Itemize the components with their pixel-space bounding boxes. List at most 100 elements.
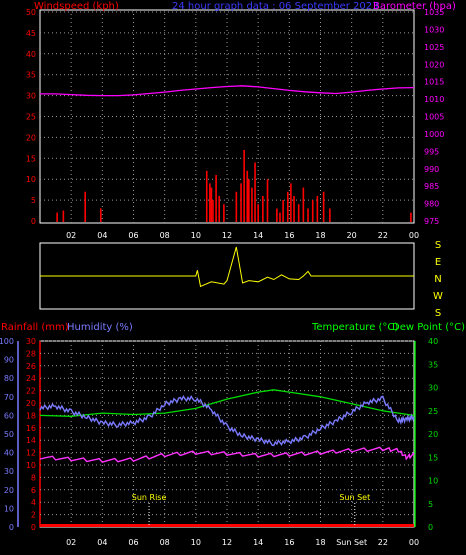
rainfall-tick-label: 30	[26, 337, 36, 346]
windspeed-axis-label: Windspeed (kph)	[34, 1, 119, 12]
windspeed-bar	[276, 208, 278, 222]
windspeed-ticks: 0 5 10 15 20 25 30 35 40 45 50	[26, 8, 36, 226]
rainfall-tick-label: 2	[31, 511, 36, 520]
windspeed-tick-label: 45	[26, 29, 36, 38]
humidity-tick-label: 30	[4, 467, 14, 476]
windspeed-bar	[266, 179, 269, 222]
dewpoint-line	[39, 446, 415, 464]
windspeed-bar	[215, 175, 217, 222]
barometer-tick-label: 975	[424, 217, 439, 226]
sun-marker-label: Sun Rise	[132, 493, 167, 502]
rainfall-tick-label: 0	[31, 523, 36, 532]
windspeed-bar	[316, 195, 319, 222]
compass-label: N	[434, 274, 441, 285]
windspeed-bar	[235, 191, 238, 222]
humidity-tick-label: 10	[4, 504, 14, 513]
windspeed-bar	[307, 208, 309, 222]
windspeed-bar	[257, 204, 259, 222]
windspeed-bar	[311, 200, 314, 222]
top-grid	[40, 10, 414, 223]
rainfall-tick-label: 12	[26, 449, 36, 458]
rainfall-tick-label: 6	[31, 486, 36, 495]
top-x-tick-label: 10	[191, 231, 201, 240]
humidity-tick-label: 70	[4, 393, 14, 402]
windspeed-bar	[56, 212, 58, 222]
windspeed-bar	[279, 212, 281, 222]
top-x-tick-label: 22	[378, 231, 388, 240]
bottom-x-tick-label: 08	[160, 538, 170, 547]
temperature-tick-label: 0	[428, 523, 433, 532]
sun-markers: Sun Rise Sun Set	[132, 493, 370, 525]
compass-label: S	[435, 308, 441, 319]
windspeed-bar	[290, 183, 292, 222]
compass-label: E	[435, 257, 441, 268]
temperature-ticks: 0 5 10 15 20 25 30 35 40	[428, 337, 438, 532]
temperature-line	[39, 389, 415, 417]
windspeed-tick-label: 15	[26, 154, 36, 163]
barometer-tick-label: 1030	[424, 25, 444, 34]
humidity-tick-label: 0	[9, 523, 14, 532]
windspeed-bar	[223, 204, 225, 222]
windspeed-bars	[56, 149, 412, 222]
windspeed-bar	[210, 187, 213, 222]
chart-title: 24 hour graph data : 06 September 2023	[172, 1, 379, 12]
bottom-x-tick-label: 22	[378, 538, 388, 547]
rainfall-tick-label: 20	[26, 399, 36, 408]
compass-label: S	[435, 240, 441, 251]
rainfall-tick-label: 10	[26, 461, 36, 470]
windspeed-bar	[218, 195, 221, 222]
temperature-tick-label: 5	[428, 500, 433, 509]
windspeed-bar	[262, 195, 264, 222]
windspeed-bar	[254, 162, 256, 222]
bottom-x-tick-label: 12	[222, 538, 232, 547]
windspeed-tick-label: 35	[26, 71, 36, 80]
temperature-tick-label: 40	[428, 337, 438, 346]
barometer-line	[40, 85, 415, 97]
top-x-tick-label: 14	[253, 231, 263, 240]
bottom-x-tick-label: 16	[284, 538, 294, 547]
compass-label: W	[433, 291, 443, 302]
bottom-x-tick-label: 02	[66, 538, 76, 547]
rainfall-tick-label: 16	[26, 424, 36, 433]
windspeed-bar	[282, 200, 284, 222]
bottom-x-ticks: 02 04 06 08 10 12 14 16 18 Sun Set 22 00	[66, 538, 419, 547]
barometer-tick-label: 1025	[424, 43, 444, 52]
windspeed-bar	[246, 170, 249, 222]
top-x-tick-label: 08	[160, 231, 170, 240]
humidity-tick-label: 40	[4, 449, 14, 458]
rainfall-tick-label: 24	[26, 374, 36, 383]
windspeed-bar	[248, 179, 250, 222]
top-x-tick-label: 18	[315, 231, 325, 240]
bottom-x-tick-label: Sun Set	[336, 538, 367, 547]
windspeed-bar	[286, 191, 289, 222]
top-x-tick-label: 20	[347, 231, 357, 240]
barometer-tick-label: 1000	[424, 130, 444, 139]
windspeed-tick-label: 40	[26, 50, 36, 59]
sun-marker-label: Sun Set	[339, 493, 370, 502]
bottom-x-tick-label: 06	[128, 538, 138, 547]
windspeed-tick-label: 30	[26, 92, 36, 101]
barometer-tick-label: 1035	[424, 8, 444, 17]
bottom-panel: Rainfall (mm) Humidity (%) Temperature (…	[0, 322, 465, 547]
temperature-tick-label: 25	[428, 407, 438, 416]
windspeed-tick-label: 10	[26, 175, 36, 184]
windspeed-tick-label: 20	[26, 133, 36, 142]
humidity-tick-label: 80	[4, 374, 14, 383]
rainfall-tick-label: 4	[31, 498, 36, 507]
barometer-tick-label: 985	[424, 182, 439, 191]
humidity-tick-label: 50	[4, 430, 14, 439]
top-x-tick-label: 04	[97, 231, 107, 240]
temperature-tick-label: 35	[428, 360, 438, 369]
windspeed-tick-label: 50	[26, 8, 36, 17]
windspeed-bar	[99, 208, 102, 222]
top-x-tick-label: 02	[66, 231, 76, 240]
top-x-ticks: 02 04 06 08 10 12 14 16 18 20 22 00	[66, 231, 419, 240]
dewpoint-axis-label: Dew Point (°C)	[392, 322, 465, 333]
barometer-tick-label: 1015	[424, 78, 444, 87]
top-panel: Windspeed (kph) 24 hour graph data : 06 …	[26, 1, 456, 240]
humidity-tick-label: 60	[4, 411, 14, 420]
humidity-line	[39, 394, 415, 447]
